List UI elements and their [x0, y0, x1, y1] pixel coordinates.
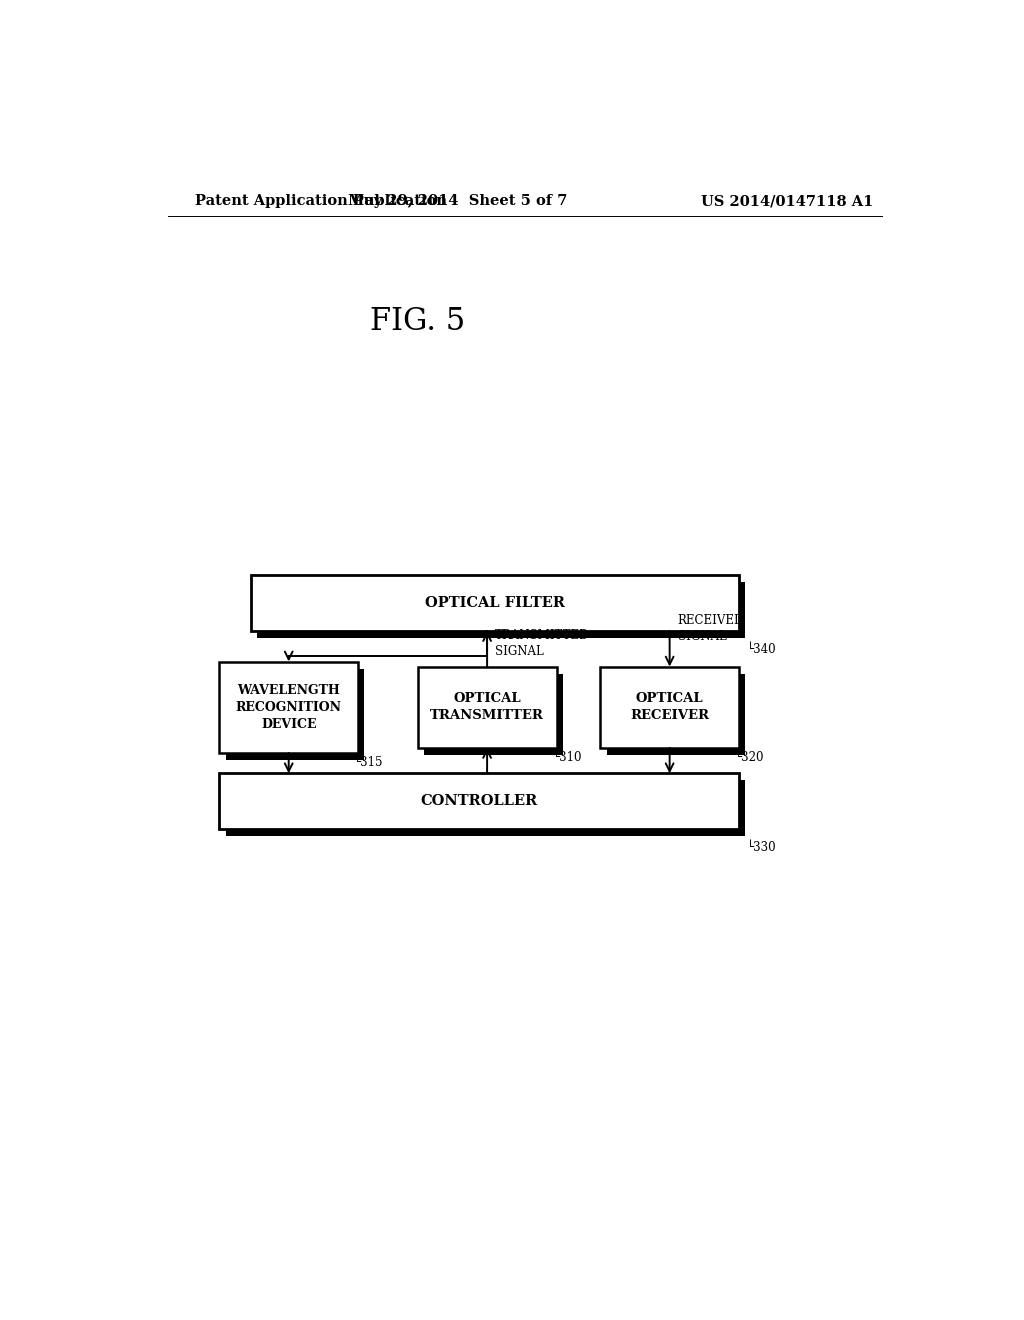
Bar — [257, 582, 745, 638]
Text: CONTROLLER: CONTROLLER — [421, 795, 538, 808]
Bar — [251, 576, 739, 631]
Bar — [225, 780, 745, 837]
Bar — [606, 673, 745, 755]
Text: OPTICAL
RECEIVER: OPTICAL RECEIVER — [630, 692, 710, 722]
Bar — [418, 667, 557, 748]
Text: └340: └340 — [748, 643, 776, 656]
Text: FIG. 5: FIG. 5 — [370, 305, 465, 337]
Text: OPTICAL FILTER: OPTICAL FILTER — [425, 597, 565, 610]
Text: └320: └320 — [735, 751, 765, 764]
Text: Patent Application Publication: Patent Application Publication — [196, 194, 447, 209]
Text: └310: └310 — [553, 751, 582, 764]
Bar — [600, 667, 739, 748]
Bar — [424, 673, 563, 755]
Bar — [219, 774, 739, 829]
Text: OPTICAL
TRANSMITTER: OPTICAL TRANSMITTER — [430, 692, 544, 722]
Text: May 29, 2014  Sheet 5 of 7: May 29, 2014 Sheet 5 of 7 — [348, 194, 567, 209]
Text: RECEIVED
SIGNAL: RECEIVED SIGNAL — [678, 614, 744, 643]
Text: └315: └315 — [354, 756, 384, 770]
Bar — [219, 661, 358, 752]
Text: TRANSMITTED
SIGNAL: TRANSMITTED SIGNAL — [495, 630, 590, 659]
Text: US 2014/0147118 A1: US 2014/0147118 A1 — [700, 194, 872, 209]
Text: WAVELENGTH
RECOGNITION
DEVICE: WAVELENGTH RECOGNITION DEVICE — [236, 684, 342, 731]
Bar — [225, 669, 365, 760]
Text: └330: └330 — [748, 841, 776, 854]
